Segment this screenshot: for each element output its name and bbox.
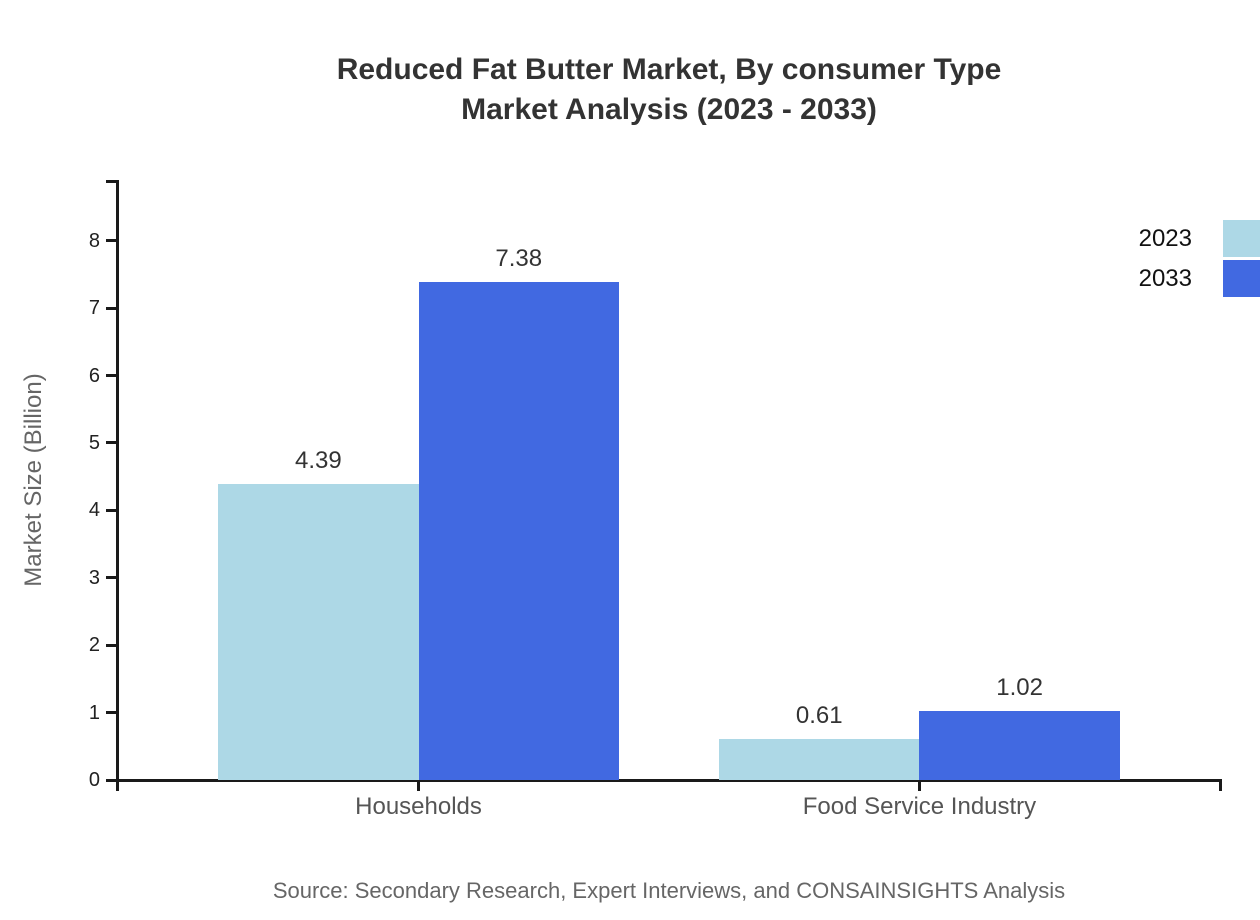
y-tick xyxy=(106,711,117,715)
chart-title: Reduced Fat Butter Market, By consumer T… xyxy=(336,53,1002,86)
x-axis-outer-tick-left xyxy=(116,780,119,791)
legend: 2023 2033 xyxy=(1139,220,1260,300)
bar-2023-1 xyxy=(218,484,419,780)
x-tick xyxy=(917,780,921,791)
y-tick xyxy=(106,643,117,647)
legend-label-2033: 2033 xyxy=(1138,264,1192,292)
bar-value-label: 1.02 xyxy=(996,674,1043,702)
y-tick xyxy=(106,576,117,580)
x-category-label: Food Service Industry xyxy=(802,793,1037,820)
bar-value-label: 4.39 xyxy=(294,447,342,475)
y-tick-label: 1 xyxy=(88,701,100,724)
y-tick xyxy=(106,374,117,377)
bar-2033-2 xyxy=(919,711,1120,780)
chart-subtitle: Market Analysis (2023 - 2033) xyxy=(461,93,877,126)
bar-2033-1 xyxy=(418,282,619,780)
bar-value-label: 7.38 xyxy=(495,245,543,273)
y-tick-label: 0 xyxy=(88,769,100,791)
legend-item-2023: 2023 xyxy=(1139,220,1260,257)
legend-swatch-2033 xyxy=(1223,260,1260,297)
y-tick-label: 5 xyxy=(88,431,100,454)
y-axis-title: Market Size (Billion) xyxy=(20,373,47,587)
y-tick-label: 3 xyxy=(88,566,100,589)
legend-item-2033: 2033 xyxy=(1139,260,1260,297)
y-tick-label: 8 xyxy=(88,229,100,252)
y-tick xyxy=(106,239,117,243)
y-tick xyxy=(106,508,117,512)
y-tick xyxy=(106,306,117,310)
y-tick-label: 7 xyxy=(88,297,100,320)
y-tick xyxy=(106,778,117,782)
x-axis-outer-tick-right xyxy=(1219,780,1222,791)
bar-2023-2 xyxy=(719,738,920,780)
y-tick-label: 4 xyxy=(88,499,100,522)
x-category-label: Households xyxy=(355,793,482,820)
x-axis-line xyxy=(116,779,1222,782)
y-tick-label: 2 xyxy=(88,634,100,657)
x-tick xyxy=(417,780,421,791)
chart-title-block: Reduced Fat Butter Market, By consumer T… xyxy=(118,50,1220,130)
y-axis-line xyxy=(116,180,119,780)
source-note: Source: Secondary Research, Expert Inter… xyxy=(272,878,1066,903)
y-tick-label: 6 xyxy=(88,364,100,387)
y-axis-top-outer-tick xyxy=(106,180,118,183)
legend-label-2023: 2023 xyxy=(1138,224,1192,252)
bar-value-label: 0.61 xyxy=(795,701,843,729)
y-tick xyxy=(106,441,117,445)
legend-swatch-2023 xyxy=(1223,220,1260,257)
